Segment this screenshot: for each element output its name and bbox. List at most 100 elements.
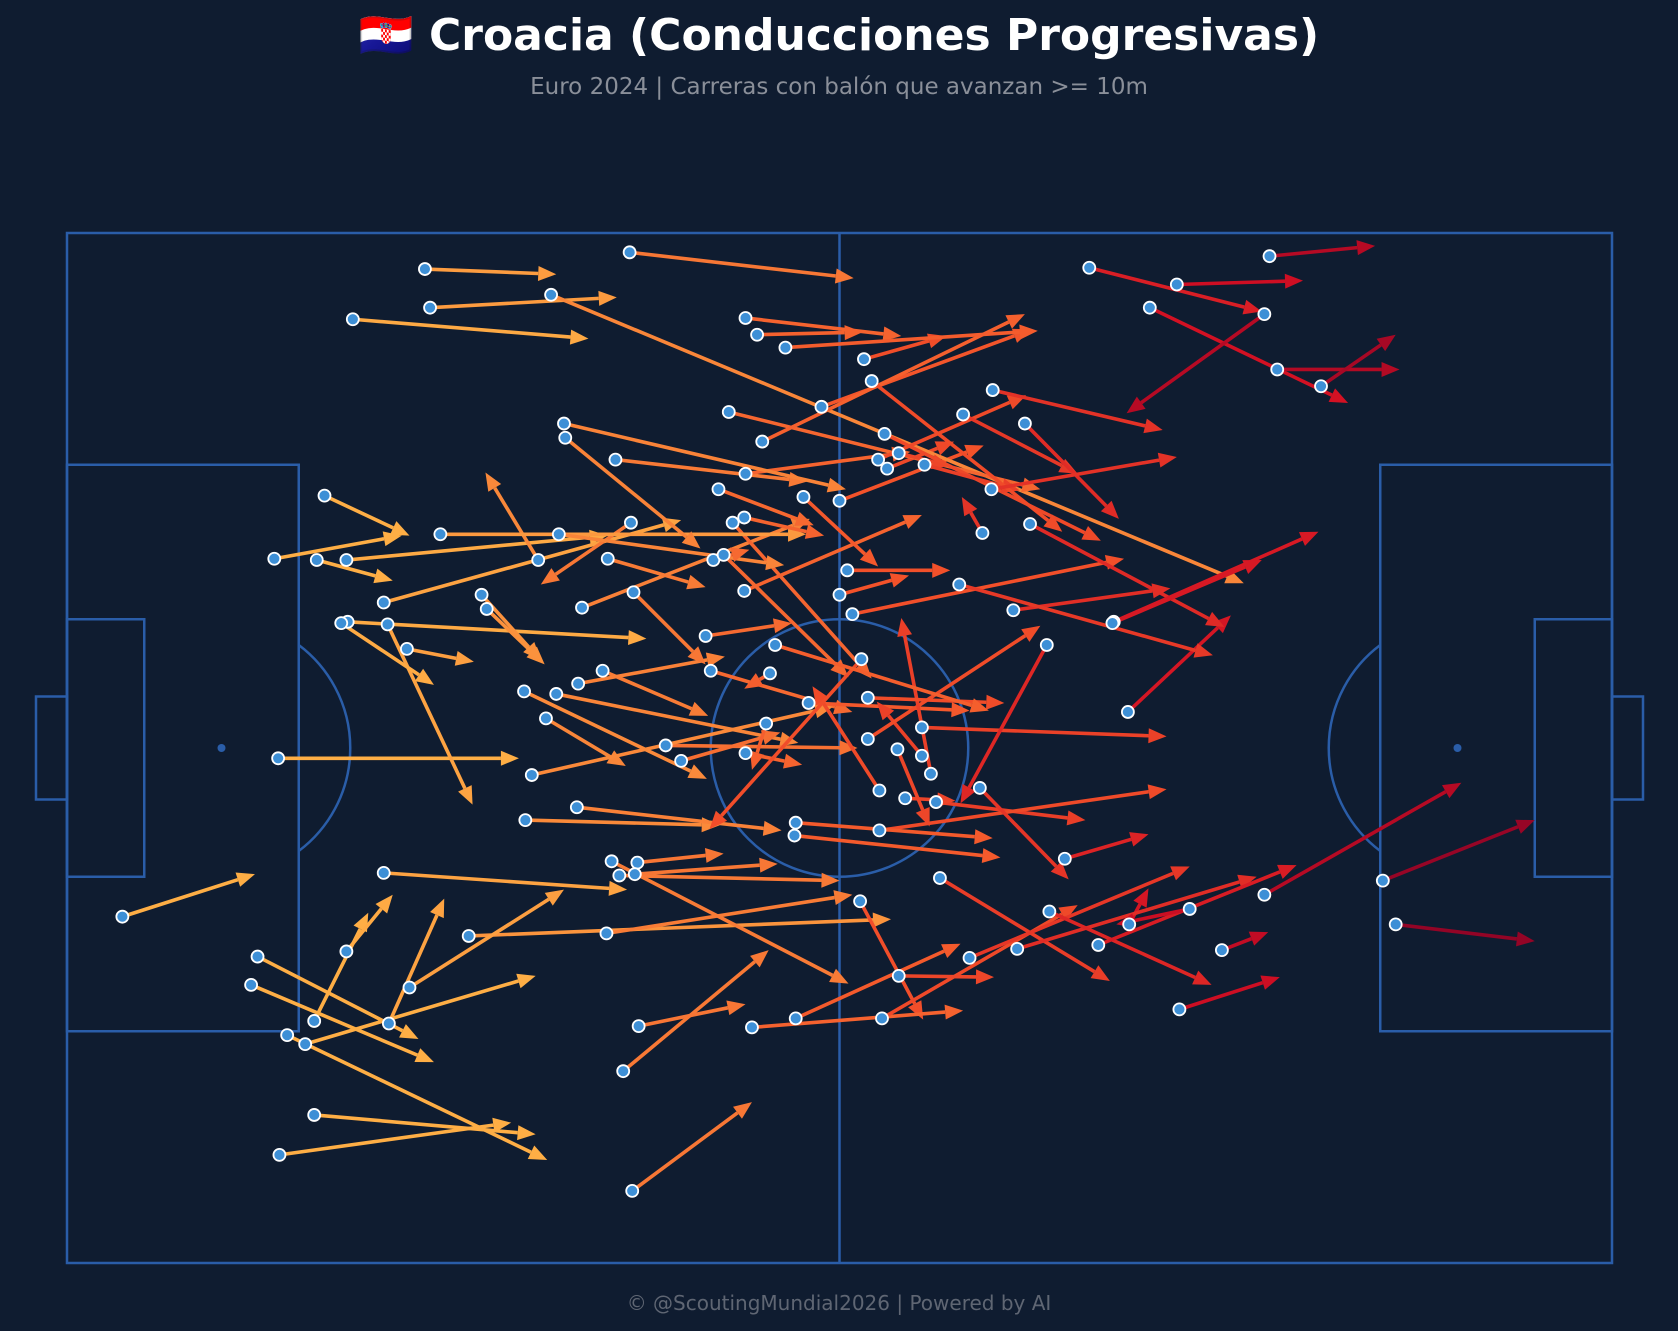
carry-arrow-12 <box>250 983 419 1057</box>
carry-arrowhead-13 <box>492 1117 512 1133</box>
carry-arrow-16 <box>387 914 439 1025</box>
carry-arrow-131 <box>1140 312 1266 405</box>
carry-arrowhead-124 <box>941 943 961 958</box>
carry-start-121 <box>860 690 875 705</box>
carry-arrow-30 <box>631 1111 739 1193</box>
carry-start-132 <box>1172 1002 1187 1017</box>
carry-arrow-50 <box>619 873 822 882</box>
carry-arrowhead-134 <box>1248 931 1269 946</box>
carry-arrowhead-22 <box>458 785 473 805</box>
carry-start-139 <box>1257 887 1272 902</box>
carry-arrow-129 <box>1048 909 1196 980</box>
carry-start-85 <box>864 374 879 388</box>
carry-arrow-75 <box>743 520 907 593</box>
carry-start-32 <box>604 854 619 869</box>
carry-arrow-7 <box>323 494 394 530</box>
carry-arrow-83 <box>802 495 867 556</box>
carry-arrowhead-4 <box>872 912 891 928</box>
carry-arrowhead-76 <box>830 659 849 678</box>
carry-arrowhead-60 <box>826 477 846 493</box>
carry-arrow-33 <box>545 716 612 759</box>
carry-arrowhead-54 <box>759 857 778 873</box>
carry-arrowhead-42 <box>540 568 560 585</box>
carry-arrowhead-102 <box>709 810 728 830</box>
carry-start-80 <box>871 452 886 467</box>
carry-arrowhead-83 <box>859 548 879 567</box>
carry-start-129 <box>1042 904 1057 919</box>
carry-arrow-111 <box>967 644 1049 789</box>
carry-start-91 <box>1142 300 1157 315</box>
carry-arrow-46 <box>705 623 775 638</box>
carry-arrow-82 <box>924 463 1003 488</box>
carry-start-39 <box>524 768 539 782</box>
carry-arrow-112 <box>1029 522 1210 621</box>
carry-start-111 <box>1039 638 1054 652</box>
carry-arrowhead-135 <box>969 698 989 713</box>
carry-arrowhead-57 <box>687 646 706 665</box>
carry-arrowhead-9 <box>527 1145 548 1160</box>
carry-arrowhead-11 <box>399 1024 419 1039</box>
carry-start-34 <box>549 687 564 701</box>
carry-arrowhead-7 <box>389 521 410 536</box>
carry-arrow-8 <box>273 537 385 561</box>
carry-start-12 <box>244 978 259 992</box>
carry-start-28 <box>376 595 391 610</box>
penalty-arc-right <box>1327 644 1382 852</box>
carry-start-49 <box>569 800 584 815</box>
carry-arrow-63 <box>564 436 688 539</box>
carry-start-18 <box>376 865 391 880</box>
carry-start-83 <box>796 490 811 504</box>
carry-arrowhead-106 <box>981 848 1001 863</box>
carry-start-73 <box>622 245 637 260</box>
carry-arrowhead-103 <box>1021 625 1041 642</box>
carry-arrow-45 <box>680 735 764 763</box>
carry-start-97 <box>929 795 943 809</box>
carry-start-71 <box>750 327 764 342</box>
carry-arrow-23 <box>493 486 540 561</box>
carry-arrowhead-91 <box>1328 388 1349 403</box>
carry-start-65 <box>737 510 752 525</box>
carry-start-8 <box>267 551 282 566</box>
carry-start-68 <box>832 493 847 508</box>
six-yard-box-right <box>1533 618 1614 878</box>
carry-start-35 <box>517 684 531 699</box>
carry-arrowhead-81 <box>1081 526 1101 541</box>
carry-start-2 <box>271 751 286 766</box>
carry-arrow-113 <box>1013 589 1153 613</box>
carry-start-22 <box>380 617 395 632</box>
carry-arrow-98 <box>879 789 1149 833</box>
carry-start-9 <box>280 1028 295 1043</box>
carry-start-48 <box>518 813 533 827</box>
carry-start-81 <box>877 426 892 441</box>
carry-start-72 <box>814 399 829 414</box>
carry-arrowhead-62 <box>765 555 785 571</box>
chart-title: 🇭🇷 Croacia (Conducciones Progresivas) <box>358 10 1320 61</box>
carry-arrowhead-123 <box>944 1004 964 1020</box>
carry-arrowhead-12 <box>414 1048 434 1063</box>
carry-arrow-91 <box>1149 306 1333 397</box>
carry-start-128 <box>962 950 977 965</box>
carry-start-24 <box>479 602 494 616</box>
carry-start-11 <box>250 949 265 964</box>
carry-arrowhead-138 <box>1376 334 1396 352</box>
carry-start-6 <box>339 553 354 567</box>
carry-arrowhead-49 <box>762 820 782 836</box>
carry-arrow-42 <box>554 521 632 576</box>
carry-arrowhead-111 <box>960 783 976 804</box>
carry-arrowhead-85 <box>1043 514 1063 532</box>
carry-arrow-84 <box>839 578 893 597</box>
carry-arrowhead-16 <box>430 898 445 919</box>
carry-arrow-57 <box>632 590 695 653</box>
carry-arrowhead-137 <box>1193 643 1213 658</box>
carry-arrowhead-114 <box>1298 531 1319 546</box>
carry-arrowhead-94 <box>1381 361 1400 377</box>
carry-arrowhead-129 <box>1192 970 1212 985</box>
carry-start-94 <box>1270 362 1285 377</box>
carry-arrow-92 <box>1088 266 1245 309</box>
carry-arrow-32 <box>610 859 834 977</box>
carry-start-47 <box>600 551 615 566</box>
carry-start-116 <box>924 766 938 781</box>
carry-start-54 <box>627 867 642 882</box>
carry-arrowhead-18 <box>608 880 628 896</box>
penalty-area-left <box>65 463 300 1033</box>
